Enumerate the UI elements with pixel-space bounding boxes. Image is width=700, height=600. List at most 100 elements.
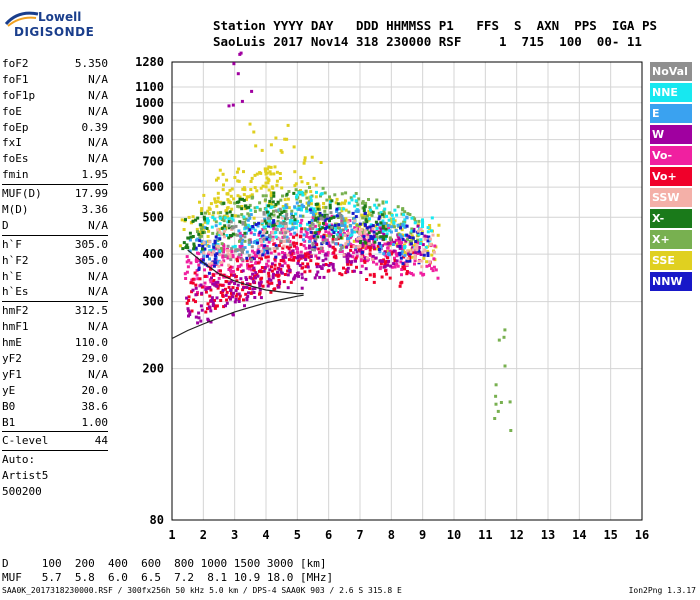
echo-point: [272, 172, 276, 176]
echo-point: [223, 216, 227, 220]
echo-point: [419, 271, 423, 275]
echo-point: [242, 298, 245, 302]
echo-point: [326, 253, 330, 257]
echo-point: [300, 227, 304, 231]
echo-point: [363, 231, 367, 235]
echo-point: [304, 246, 308, 250]
echo-point: [312, 234, 316, 238]
echo-point: [290, 216, 294, 219]
echo-point: [277, 273, 281, 277]
echo-point: [256, 261, 260, 265]
echo-point: [197, 311, 201, 315]
header-line-1: Station YYYY DAY DDD HHMMSS P1 FFS S AXN…: [213, 18, 658, 33]
echo-point: [285, 229, 289, 233]
echo-point: [395, 259, 399, 263]
echo-point: [340, 192, 344, 196]
echo-point: [313, 246, 317, 250]
echo-point: [432, 265, 436, 269]
echo-point: [300, 272, 304, 276]
echo-point: [379, 244, 383, 247]
echo-point: [247, 195, 250, 199]
echo-point: [344, 191, 348, 195]
echo-point: [405, 216, 409, 220]
echo-point: [398, 246, 402, 250]
echo-point: [214, 235, 218, 239]
scaled-parameters-panel: foF2 5.350 foF1 N/A foF1p N/A foE N/A foEp 0.39 fx…: [2, 56, 108, 500]
echo-point: [225, 211, 229, 215]
echo-point: [252, 232, 256, 236]
echo-point: [335, 207, 339, 211]
echo-point: [234, 248, 238, 252]
echo-point: [233, 201, 237, 205]
echo-point: [294, 212, 298, 216]
echo-point: [322, 233, 326, 237]
echo-point: [240, 244, 244, 248]
echo-point: [306, 222, 309, 226]
param-row: MUF(D) 17.99: [2, 186, 108, 202]
echo-point: [403, 245, 407, 249]
echo-point: [269, 278, 273, 282]
echo-point: [227, 224, 231, 228]
echo-point: [380, 244, 384, 248]
echo-point: [362, 235, 366, 239]
echo-point: [410, 229, 414, 233]
echo-point: [415, 248, 419, 252]
echo-point: [408, 252, 412, 256]
echo-point: [206, 286, 210, 290]
echo-point: [257, 281, 261, 285]
x-tick-label: 7: [356, 528, 363, 542]
echo-point: [259, 186, 263, 190]
echo-point: [213, 299, 216, 302]
echo-point: [247, 254, 251, 258]
echo-point: [423, 248, 427, 252]
echo-point: [238, 220, 242, 224]
echo-point: [417, 229, 420, 233]
echo-point: [259, 296, 263, 300]
echo-point: [251, 226, 255, 230]
echo-point: [368, 237, 371, 241]
echo-point: [197, 232, 201, 236]
echo-point: [249, 225, 253, 229]
echo-point: [313, 248, 316, 252]
param-row: foEs N/A: [2, 151, 108, 167]
echo-point: [212, 279, 216, 282]
echo-point: [272, 191, 276, 195]
legend-item-e: E: [650, 104, 692, 123]
echo-point: [289, 254, 293, 258]
echo-point: [237, 297, 241, 301]
echo-point: [274, 273, 278, 277]
echo-point: [219, 211, 223, 215]
param-row: h`F2 305.0: [2, 253, 108, 269]
param-separator: [2, 301, 108, 303]
echo-point: [188, 249, 192, 253]
echo-point: [335, 209, 339, 213]
echo-point: [278, 221, 282, 225]
echo-point: [225, 234, 229, 237]
echo-point: [265, 246, 269, 250]
echo-point: [348, 234, 352, 237]
echo-point: [237, 229, 241, 233]
echo-point: [250, 268, 254, 272]
echo-point: [283, 254, 287, 258]
echo-point: [363, 222, 367, 226]
echo-point: [250, 258, 254, 262]
echo-point: [287, 265, 291, 269]
echo-point: [239, 237, 243, 241]
echo-point: [234, 214, 237, 218]
echo-point: [397, 237, 401, 241]
echo-point: [260, 243, 264, 247]
echo-point: [328, 223, 332, 227]
echo-point: [193, 271, 197, 275]
echo-point: [264, 208, 268, 212]
echo-point: [375, 262, 379, 266]
echo-point: [241, 197, 244, 201]
echo-point: [296, 219, 300, 223]
echo-point: [328, 225, 332, 229]
echo-point: [256, 248, 260, 252]
echo-point: [230, 265, 234, 269]
echo-point: [290, 258, 294, 262]
param-value: N/A: [88, 218, 108, 232]
echo-point: [307, 220, 311, 224]
echo-point: [324, 253, 328, 257]
echo-point: [213, 200, 217, 204]
